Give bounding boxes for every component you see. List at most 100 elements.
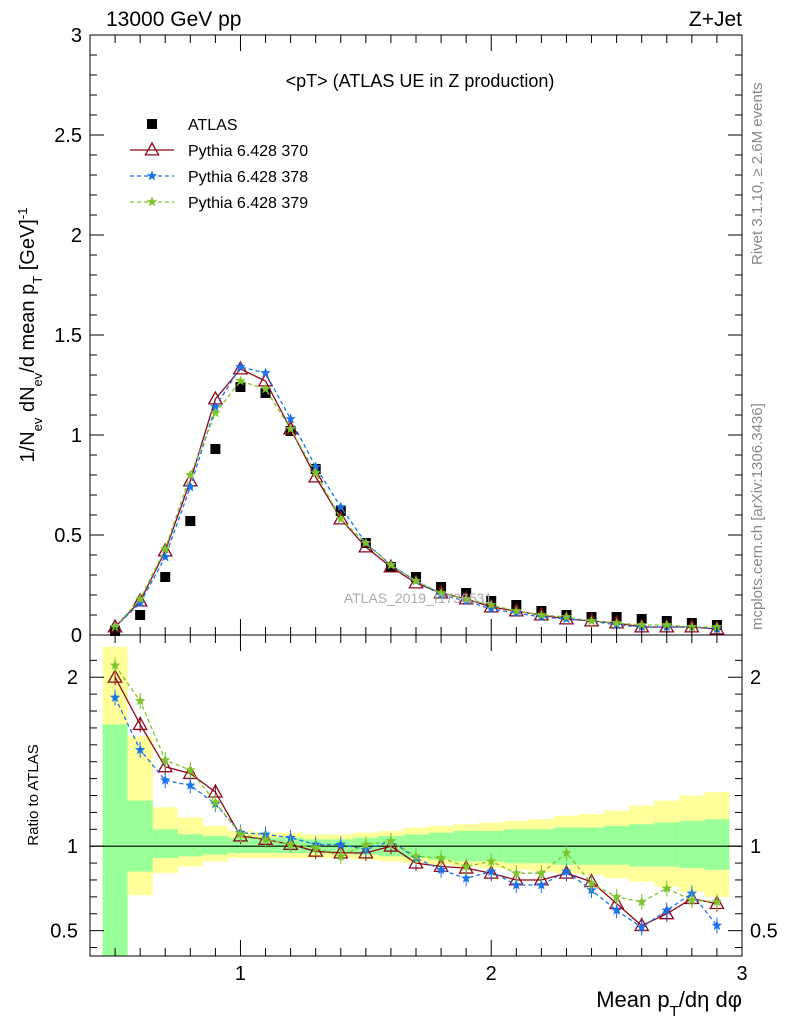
ratio-band-inner (629, 824, 655, 867)
main-panel: 0 0.5 1 1.5 2 2.5 3 <pT> (ATLAS UE in Z produc… (15, 25, 743, 647)
series-atlas-point (260, 388, 271, 398)
series-378-point (486, 603, 497, 614)
series-378-point (134, 597, 146, 608)
ratio-378-point (185, 779, 196, 790)
ratio-panel-axes: 0.5 0.5 1 1 2 2 1 2 3 (50, 635, 778, 985)
ratio-379-point (586, 877, 597, 888)
ratio-378-point (460, 872, 472, 883)
series-379-point (360, 537, 372, 548)
ratio-370-point (107, 668, 123, 683)
series-379-point (410, 575, 422, 586)
ratio-379-point (385, 835, 397, 846)
watermark: ATLAS_2019_I1736531 (344, 590, 493, 606)
legend-label: Pythia 6.428 370 (188, 143, 308, 160)
series-379-point (661, 619, 672, 630)
ratio-378-point (435, 864, 447, 875)
ratio-y-tick-label: 0.5 (50, 921, 78, 943)
header-left: 13000 GeV pp (106, 8, 241, 31)
series-370-point (483, 598, 499, 613)
ratio-band-inner (152, 829, 178, 859)
series-378-point (185, 481, 196, 492)
ratio-panel-ylabel: Ratio to ATLAS (25, 744, 42, 845)
series-379-point (109, 621, 121, 632)
ratio-band-inner (127, 800, 153, 872)
ratio-bands (90, 646, 742, 956)
series-379-point (185, 469, 196, 480)
ratio-379-point (460, 861, 472, 871)
ratio-379-point (636, 896, 647, 907)
series-379-point (310, 467, 321, 478)
ratio-378-point (486, 866, 497, 876)
ratio-379-point (686, 894, 698, 905)
ratio-379-point (511, 867, 522, 878)
ratio-379-point (160, 754, 171, 765)
series-379-point (134, 593, 146, 604)
x-tick-label: 2 (486, 963, 497, 985)
ratio-379-point (235, 828, 246, 839)
y-tick-label: 3 (71, 25, 82, 47)
ratio-panel: 0.5 0.5 1 1 2 2 1 2 3 Ratio to ATLAS Mean pT/dη … (25, 634, 778, 1020)
legend-label: ATLAS (188, 117, 238, 134)
ratio-band-inner (177, 834, 203, 857)
series-378-point (310, 461, 321, 472)
ratio-379-point (360, 839, 372, 849)
ratio-370-line (114, 676, 718, 927)
series-378-point (160, 551, 171, 562)
series-379-point (636, 619, 647, 630)
series-378-point (235, 361, 246, 372)
ratio-378-point (335, 839, 346, 849)
main-panel-axes: 0 0.5 1 1.5 2 2.5 3 (54, 25, 742, 647)
y-tick-label: 2 (71, 225, 82, 247)
series-378-point (260, 367, 271, 378)
ratio-379-point (410, 850, 422, 861)
series-atlas-point (235, 382, 246, 392)
series-379-point (335, 513, 346, 524)
series-379-point (561, 611, 572, 622)
series-370-point (307, 468, 324, 483)
legend: ATLAS Pythia 6.428 370 Pythia 6.428 378 Pyt… (130, 117, 308, 212)
y-tick-label: 0 (71, 625, 82, 647)
legend-marker (146, 196, 158, 207)
y-tick-label: 1.5 (54, 325, 82, 347)
ratio-379-point (486, 855, 497, 866)
y-tick-label: 1 (71, 425, 82, 447)
ratio-370-point (132, 716, 148, 731)
side-text-lower: mcplots.cern.ch [arXiv:1306.3436] (749, 403, 766, 630)
ratio-379-point (109, 659, 121, 670)
y-tick-label: 2.5 (54, 125, 82, 147)
ratio-band-inner (202, 836, 228, 855)
series-atlas-point (160, 572, 171, 582)
ratio-370-point (307, 842, 324, 857)
ratio-379-point (561, 847, 572, 858)
ratio-379-point (260, 833, 271, 844)
side-text-upper: Rivet 3.1.10, ≥ 2.6M events (749, 83, 766, 266)
y-tick-label: 0.5 (54, 525, 82, 547)
series-379-point (611, 617, 622, 628)
series-379-point (260, 383, 271, 394)
ratio-band-inner (102, 724, 128, 956)
ratio-379-point (310, 842, 321, 853)
ratio-378-point (536, 879, 547, 890)
x-tick-label: 3 (736, 963, 747, 985)
ratio-370-point (383, 837, 399, 852)
ratio-370-point (358, 844, 374, 859)
series-379-point (385, 559, 397, 570)
ratio-379-point (335, 850, 346, 861)
ratio-378-point (109, 692, 121, 702)
series-atlas-point (185, 516, 196, 526)
ratio-band-inner (679, 820, 705, 869)
series-atlas-point (210, 444, 221, 454)
series-379-point (460, 593, 472, 604)
ratio-y-tick-label: 1 (67, 836, 78, 858)
ratio-370-point (157, 758, 173, 773)
series-370-point (383, 558, 399, 573)
ratio-379-point (435, 852, 447, 863)
legend-marker (144, 141, 160, 156)
ratio-378-point (711, 920, 723, 930)
ratio-378-point (611, 904, 622, 915)
series-379-point (586, 615, 597, 626)
ratio-378-point (511, 879, 522, 890)
ratio-379-point (661, 882, 672, 893)
ratio-band-inner (654, 822, 680, 867)
